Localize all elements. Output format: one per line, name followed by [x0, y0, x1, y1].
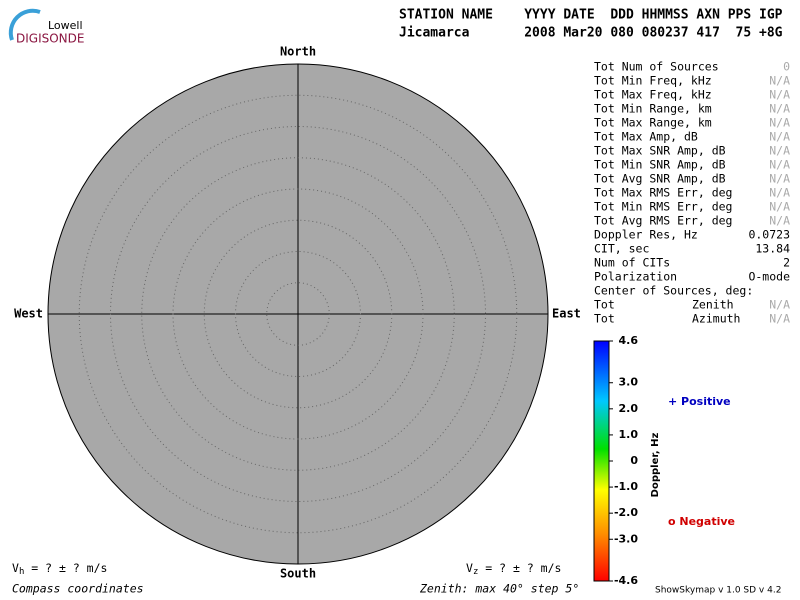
compass-label: South: [280, 567, 316, 581]
stat-value: N/A: [769, 130, 790, 144]
stat-label: Tot: [594, 312, 615, 326]
stat-label: Tot Min Range, km: [594, 102, 712, 116]
colorbar-tick-label: -2.0: [614, 506, 638, 519]
stat-value: N/A: [769, 116, 790, 130]
compass-label: West: [14, 307, 43, 321]
stat-value: N/A: [769, 88, 790, 102]
stat-value: N/A: [769, 186, 790, 200]
compass-label: East: [552, 307, 581, 321]
logo-bottom: DIGISONDE: [16, 32, 84, 46]
vh-rest: = ? ± ? m/s: [24, 561, 107, 575]
stat-value: N/A: [769, 298, 790, 312]
stat-sublabel: Azimuth: [692, 312, 740, 326]
stat-value: 13.84: [755, 242, 790, 256]
stat-value: N/A: [769, 312, 790, 326]
stat-value: N/A: [769, 144, 790, 158]
zenith-ring: [235, 251, 361, 377]
stat-label: Tot Avg SNR Amp, dB: [594, 172, 726, 186]
stat-label: Tot Max Amp, dB: [594, 130, 698, 144]
zenith-note: Zenith: max 40° step 5°: [419, 582, 579, 596]
v: V: [466, 561, 473, 575]
coords-note: Compass coordinates: [12, 582, 144, 596]
stat-label: Doppler Res, Hz: [594, 228, 698, 242]
v: V: [12, 561, 19, 575]
colorbar-tick-label: 4.6: [619, 334, 639, 347]
stat-label: Polarization: [594, 270, 677, 284]
stat-value: N/A: [769, 158, 790, 172]
sub: h: [19, 567, 24, 577]
polar-plot: [47, 63, 549, 565]
stat-value: O-mode: [748, 270, 790, 284]
stat-label: CIT, sec: [594, 242, 649, 256]
colorbar-tick-label: -1.0: [614, 480, 638, 493]
stat-value: N/A: [769, 172, 790, 186]
legend-negative: o Negative: [668, 515, 735, 528]
stat-label: Tot Min Freq, kHz: [594, 74, 712, 88]
stat-label: Tot Avg RMS Err, deg: [594, 214, 732, 228]
stat-label: Tot Max Freq, kHz: [594, 88, 712, 102]
header-line: Jicamarca 2008 Mar20 080 080237 417 75 +…: [399, 26, 783, 41]
stat-value: 2: [783, 256, 790, 270]
logo-top: Lowell: [48, 19, 83, 32]
colorbar-tick-label: 1.0: [619, 428, 639, 441]
stat-value: N/A: [769, 214, 790, 228]
vz-label: Vz = ? ± ? m/s: [466, 561, 561, 577]
colorbar-tick-label: 0: [630, 454, 638, 467]
colorbar-tick-label: 2.0: [619, 402, 639, 415]
stat-label: Center of Sources, deg:: [594, 284, 753, 298]
stat-label: Num of CITs: [594, 256, 670, 270]
header-line: STATION NAME YYYY DATE DDD HHMMSS AXN PP…: [399, 8, 783, 23]
stat-label: Tot Max RMS Err, deg: [594, 186, 732, 200]
zenith-ring: [172, 188, 424, 440]
colorbar-tick-label: -3.0: [614, 532, 638, 545]
vh-label: Vh = ? ± ? m/s: [12, 561, 107, 577]
logo: Lowell DIGISONDE: [8, 8, 84, 46]
compass-label: North: [280, 45, 316, 59]
zenith-ring: [141, 157, 455, 471]
stat-label: Tot Max Range, km: [594, 116, 712, 130]
stat-label: Tot: [594, 298, 615, 312]
zenith-ring: [203, 219, 393, 409]
stat-label: Tot Min RMS Err, deg: [594, 200, 732, 214]
stat-value: N/A: [769, 102, 790, 116]
stat-sublabel: Zenith: [692, 298, 734, 312]
stat-label: Tot Min SNR Amp, dB: [594, 158, 726, 172]
colorbar-tick-label: 3.0: [619, 376, 639, 389]
colorbar-title: Doppler, Hz: [650, 433, 661, 498]
stat-label: Tot Num of Sources: [594, 60, 719, 74]
zenith-ring: [110, 126, 486, 502]
legend-positive: + Positive: [668, 395, 731, 408]
stat-value: N/A: [769, 200, 790, 214]
zenith-ring: [266, 282, 330, 346]
colorbar: [593, 340, 610, 582]
vz-rest: = ? ± ? m/s: [478, 561, 561, 575]
stat-label: Tot Max SNR Amp, dB: [594, 144, 726, 158]
zenith-ring: [78, 94, 518, 534]
version: ShowSkymap v 1.0 SD v 4.2: [655, 586, 781, 596]
stat-value: 0: [783, 60, 790, 74]
colorbar-tick-label: -4.6: [614, 574, 638, 587]
stat-value: 0.0723: [748, 228, 790, 242]
logo-arc: [8, 8, 41, 41]
sub: z: [473, 567, 478, 577]
stat-value: N/A: [769, 74, 790, 88]
